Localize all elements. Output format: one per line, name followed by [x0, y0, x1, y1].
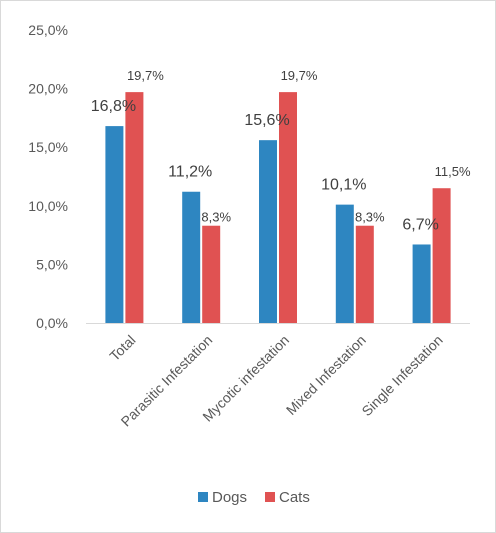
cats-data-label: 19,7%: [281, 68, 318, 83]
dogs-bar: [259, 140, 277, 323]
legend: Dogs Cats: [198, 489, 310, 506]
cats-bar: [355, 225, 374, 323]
data-labels: 16,8% 19,7% 11,2% 8,3% 15,6% 19,7% 10,1% 8,3% 6,…: [91, 68, 471, 233]
cats-data-label: 19,7%: [127, 68, 164, 83]
dogs-bar: [105, 126, 124, 323]
cats-bar: [279, 92, 297, 323]
category-label: Mixed Infestation: [283, 332, 369, 418]
bars: [105, 92, 451, 323]
y-tick-label: 10,0%: [28, 198, 68, 214]
category-label: Mycotic infestation: [199, 332, 292, 425]
cats-bar: [432, 188, 451, 323]
dogs-data-label: 10,1%: [321, 177, 366, 194]
category-label: Single Infestation: [358, 332, 445, 419]
y-tick-label: 5,0%: [36, 256, 68, 272]
dogs-data-label: 16,8%: [91, 98, 136, 115]
cats-bar: [202, 225, 221, 323]
dogs-bar: [182, 191, 201, 323]
dogs-data-label: 11,2%: [168, 164, 212, 181]
dogs-legend-label: Dogs: [212, 489, 247, 506]
y-axis-ticks: 0,0% 5,0% 10,0% 15,0% 20,0% 25,0%: [28, 22, 68, 331]
cats-data-label: 11,5%: [435, 164, 471, 179]
cats-legend-label: Cats: [279, 489, 310, 506]
y-tick-label: 0,0%: [36, 315, 68, 331]
dogs-bar: [335, 204, 354, 323]
cats-bar: [125, 92, 144, 323]
cats-legend-swatch: [265, 492, 275, 502]
cats-data-label: 8,3%: [201, 210, 231, 225]
category-label: Total: [106, 332, 138, 364]
dogs-bar: [412, 244, 431, 323]
y-tick-label: 25,0%: [28, 22, 68, 38]
dogs-data-label: 15,6%: [244, 112, 289, 129]
cats-data-label: 8,3%: [355, 210, 385, 225]
dogs-data-label: 6,7%: [402, 216, 438, 233]
y-tick-label: 20,0%: [28, 81, 68, 97]
y-tick-label: 15,0%: [28, 139, 68, 155]
dogs-legend-swatch: [198, 492, 208, 502]
